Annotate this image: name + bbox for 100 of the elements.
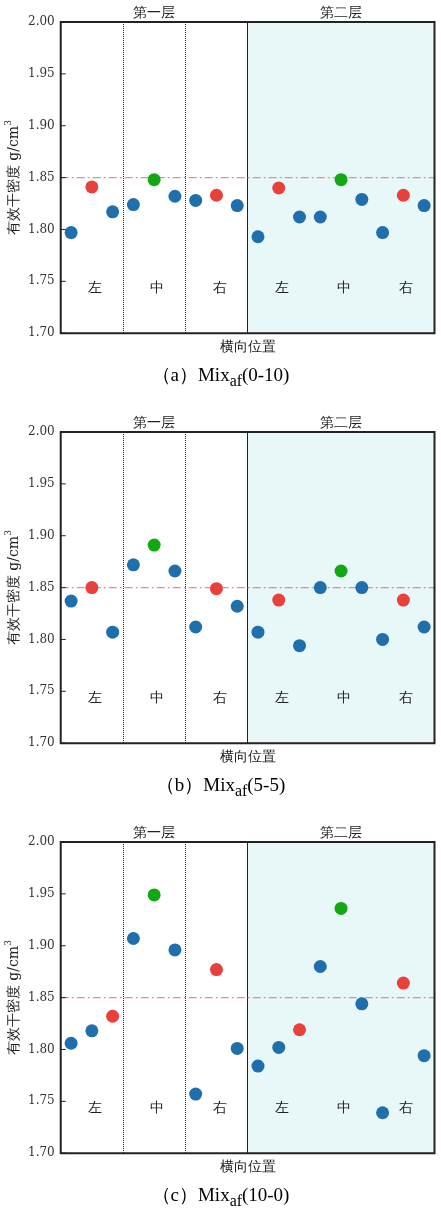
- point: [272, 181, 286, 195]
- point: [376, 632, 390, 646]
- y-axis-title: 有效干密度 g/cm3: [2, 119, 21, 236]
- point: [313, 959, 327, 973]
- y-tick-label: 1.75: [28, 273, 55, 288]
- annotation: 中: [337, 688, 352, 705]
- y-tick-label: 1.85: [28, 169, 55, 184]
- point: [376, 226, 390, 240]
- annotation: 右: [399, 278, 414, 295]
- y-tick-label: 1.85: [28, 579, 55, 594]
- point: [230, 599, 244, 613]
- text: （c）Mix$_{af}$(10-0): [150, 1183, 291, 1210]
- text: 第一层: [133, 414, 176, 430]
- y-tick-label: 2.00: [28, 424, 55, 439]
- point: [126, 558, 140, 572]
- annotation: 右: [212, 688, 227, 705]
- annotation: 左: [87, 278, 102, 295]
- point: [251, 230, 265, 244]
- point: [147, 888, 161, 902]
- y-tick-label: 1.70: [28, 1145, 55, 1160]
- point: [396, 593, 410, 607]
- point: [147, 538, 161, 552]
- point: [417, 1049, 431, 1063]
- point: [417, 199, 431, 213]
- y-tick-label: 1.75: [28, 683, 55, 698]
- y-tick-label: 1.85: [28, 989, 55, 1004]
- point: [230, 199, 244, 213]
- point: [189, 620, 203, 634]
- point: [355, 192, 369, 206]
- x-axis-title: 横向位置: [219, 1158, 276, 1175]
- text: （a）Mix$_{af}$(0-10): [150, 363, 291, 390]
- point: [209, 582, 223, 596]
- annotation: 中: [150, 688, 165, 705]
- point: [106, 625, 120, 639]
- text: 第二层: [320, 4, 363, 20]
- y-tick-label: 1.70: [28, 735, 55, 750]
- point: [64, 226, 78, 240]
- point: [355, 581, 369, 595]
- point: [355, 997, 369, 1011]
- annotation: 中: [150, 278, 165, 295]
- y-tick-label: 1.95: [28, 65, 55, 80]
- point: [209, 188, 223, 202]
- point: [272, 1040, 286, 1054]
- y-tick-label: 1.90: [28, 527, 55, 542]
- y-tick-label: 1.90: [28, 937, 55, 952]
- annotation: 右: [212, 1098, 227, 1115]
- text: 第二层: [320, 824, 363, 840]
- point: [126, 198, 140, 212]
- y-tick-label: 1.80: [28, 631, 55, 646]
- point: [396, 976, 410, 990]
- annotation: 左: [274, 688, 289, 705]
- point: [396, 188, 410, 202]
- y-tick-label: 1.90: [28, 117, 55, 132]
- point: [334, 901, 348, 915]
- point: [106, 205, 120, 219]
- point: [189, 193, 203, 207]
- point: [251, 625, 265, 639]
- annotation: 右: [399, 688, 414, 705]
- point: [85, 581, 99, 595]
- y-tick-label: 1.95: [28, 475, 55, 490]
- point: [85, 180, 99, 194]
- y-tick-label: 2.00: [28, 14, 55, 29]
- point: [230, 1041, 244, 1055]
- y-tick-label: 1.80: [28, 221, 55, 236]
- point: [168, 943, 182, 957]
- annotation: 左: [274, 278, 289, 295]
- point: [293, 1023, 307, 1037]
- annotation: 中: [150, 1098, 165, 1115]
- text: （b）Mix$_{af}$(5-5): [154, 773, 287, 800]
- point: [209, 963, 223, 977]
- point: [334, 173, 348, 187]
- y-tick-label: 1.75: [28, 1093, 55, 1108]
- point: [417, 620, 431, 634]
- text: 第一层: [133, 4, 176, 20]
- y-tick-label: 1.80: [28, 1041, 55, 1056]
- point: [293, 210, 307, 224]
- y-tick-label: 1.70: [28, 325, 55, 340]
- point: [126, 931, 140, 945]
- point: [334, 564, 348, 578]
- point: [189, 1087, 203, 1101]
- point: [272, 593, 286, 607]
- annotation: 左: [274, 1098, 289, 1115]
- x-axis-title: 横向位置: [219, 338, 276, 355]
- annotation: 中: [337, 278, 352, 295]
- annotation: 左: [87, 1098, 102, 1115]
- point: [313, 581, 327, 595]
- point: [85, 1024, 99, 1038]
- point: [251, 1059, 265, 1073]
- annotation: 右: [212, 278, 227, 295]
- x-axis-title: 横向位置: [219, 748, 276, 765]
- y-axis-title: 有效干密度 g/cm3: [2, 939, 21, 1056]
- point: [376, 1106, 390, 1120]
- y-axis-title: 有效干密度 g/cm3: [2, 529, 21, 646]
- text: 第一层: [133, 824, 176, 840]
- point: [313, 210, 327, 224]
- point: [106, 1009, 120, 1023]
- annotation: 左: [87, 688, 102, 705]
- annotation: 右: [399, 1098, 414, 1115]
- point: [147, 173, 161, 187]
- point: [168, 189, 182, 203]
